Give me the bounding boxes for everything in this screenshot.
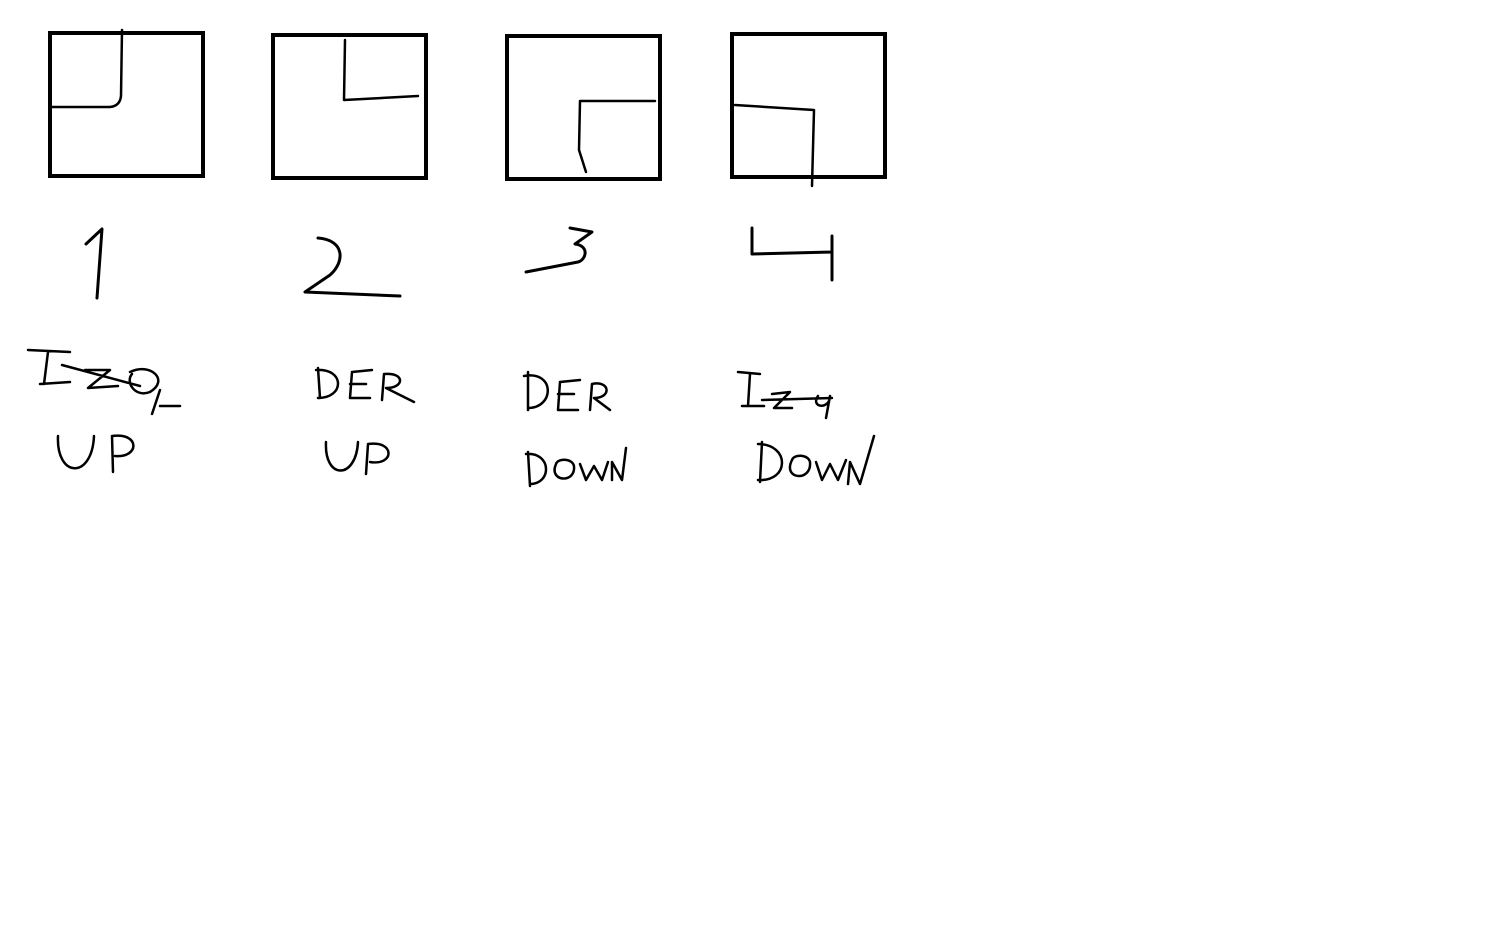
panel-4-side-label: IZQ [785,397,787,399]
panel-2-side-label: DER [365,387,367,389]
panel-1-handwritten-number [84,227,104,300]
panel-2-side-label-strokes [314,366,416,404]
panel-3-square [505,34,662,181]
panel-3-direction-strokes [524,446,628,488]
panel-2-path [342,38,420,102]
panel-1-square [48,31,205,178]
panel-2-handwritten-number [303,236,402,298]
panel-1-direction-strokes [56,434,135,474]
panel-3-side-label: DER [565,397,567,399]
panel-2: 2 DER UP [271,33,428,476]
panel-4-direction-strokes [756,434,876,486]
panel-3-direction-label: DOWN [575,471,579,473]
panel-4-side-label-strokes [736,370,834,420]
panel-4-handwritten-number [750,226,834,282]
panel-4-path [733,103,816,188]
panel-4-direction-label: DOWN [810,469,814,471]
panel-3-handwritten-number [524,226,594,274]
panel-2-square [271,33,428,180]
panel-3-path [577,99,657,174]
panel-4-square [730,32,887,179]
panel-3: 3 DER DOWN [505,34,662,488]
panel-1-side-label: IZQ [100,379,102,381]
panel-1: 1 IZQ UP [26,28,205,474]
panel-3-side-label-strokes [522,370,612,412]
panel-4: 4 IZQ DOWN [730,32,887,486]
panel-2-direction-strokes [324,440,390,476]
panel-1-side-label-strokes [26,348,182,416]
panel-1-path [50,28,124,109]
